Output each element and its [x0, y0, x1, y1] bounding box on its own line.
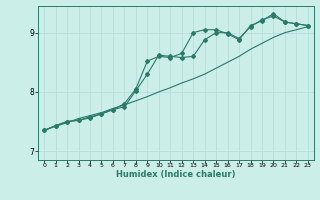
X-axis label: Humidex (Indice chaleur): Humidex (Indice chaleur)	[116, 170, 236, 179]
